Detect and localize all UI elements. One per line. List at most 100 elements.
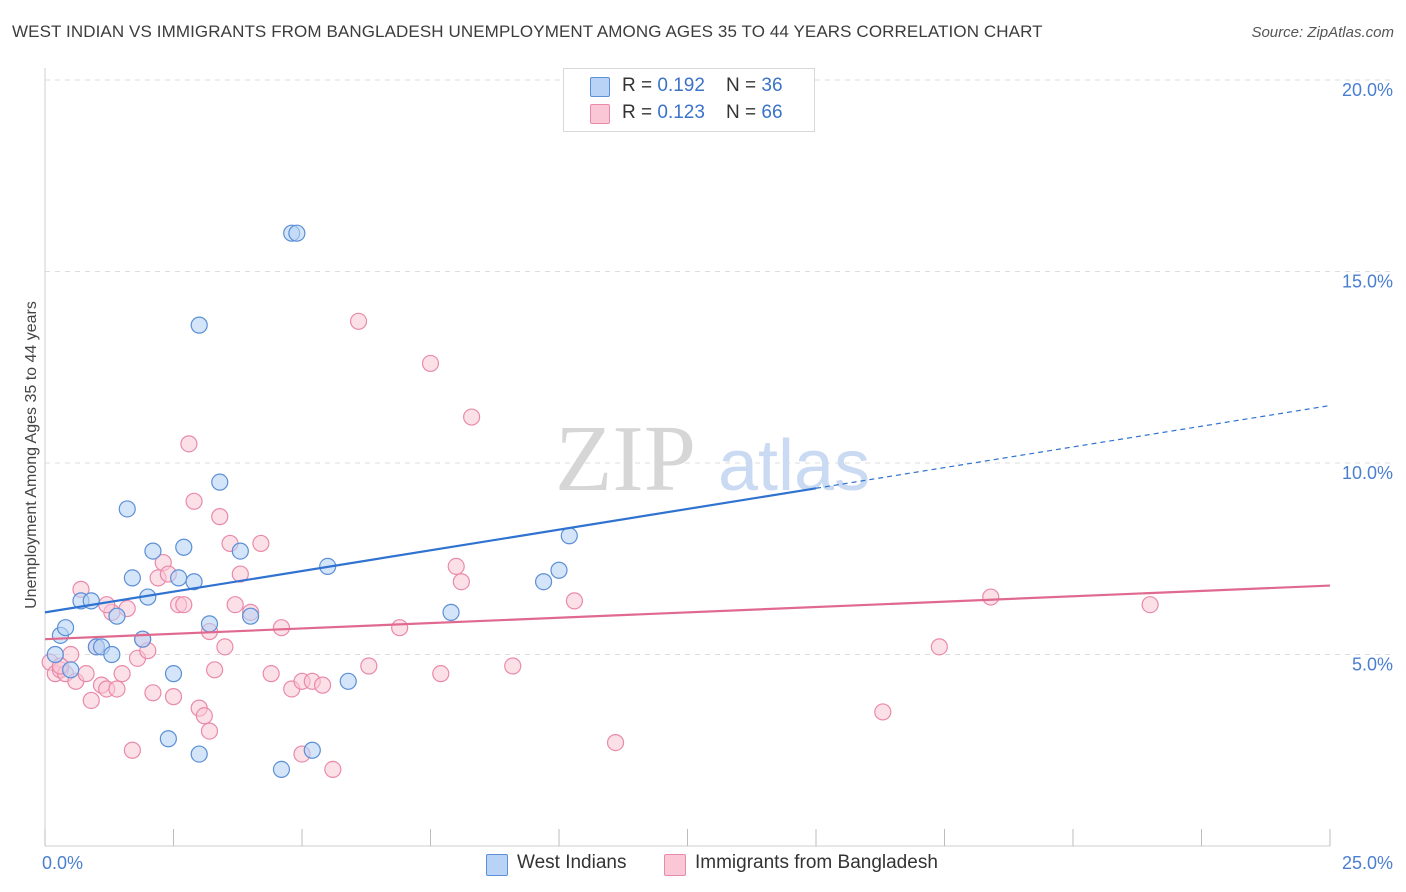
data-point-bangladesh	[262, 665, 280, 683]
data-point-west-indians	[560, 527, 578, 545]
data-point-bangladesh	[113, 665, 131, 683]
y-tick-label: 15.0%	[1342, 272, 1393, 292]
y-tick-label: 10.0%	[1342, 463, 1393, 483]
data-point-bangladesh	[175, 596, 193, 614]
bottom-legend-swatch-pink	[664, 854, 686, 876]
data-point-bangladesh	[200, 722, 219, 740]
source-note: Source: ZipAtlas.com	[1251, 24, 1394, 41]
series-west-indians-points	[46, 224, 578, 779]
data-point-bangladesh	[463, 408, 481, 426]
legend-n-label: N =	[726, 75, 762, 96]
data-point-bangladesh	[82, 691, 100, 710]
data-point-bangladesh	[123, 741, 141, 759]
data-point-bangladesh	[391, 619, 409, 637]
data-point-bangladesh	[144, 684, 162, 702]
data-point-bangladesh	[930, 638, 948, 656]
data-point-west-indians	[211, 473, 229, 491]
data-point-bangladesh	[313, 676, 332, 694]
tick-labels: 5.0% 10.0% 15.0% 20.0% 0.0% 25.0%	[42, 80, 1393, 873]
watermark: ZIP atlas	[555, 407, 870, 511]
data-point-west-indians	[118, 500, 136, 518]
data-point-bangladesh	[432, 665, 450, 683]
legend-swatch-blue	[590, 77, 610, 97]
data-point-bangladesh	[226, 596, 244, 614]
data-point-west-indians	[108, 607, 126, 625]
data-point-bangladesh	[606, 733, 625, 752]
data-point-west-indians	[123, 569, 141, 587]
bottom-legend-label: West Indians	[517, 852, 627, 873]
y-tick-label: 20.0%	[1342, 80, 1393, 100]
x-tick-label-max: 25.0%	[1342, 853, 1393, 873]
data-point-bangladesh	[360, 657, 378, 675]
watermark-zip: ZIP	[555, 407, 696, 511]
data-point-west-indians	[288, 224, 306, 242]
data-point-bangladesh	[185, 492, 203, 510]
data-point-bangladesh	[231, 565, 249, 583]
legend-n-value: 66	[761, 102, 783, 123]
data-point-west-indians	[442, 603, 460, 621]
legend-n-label: N =	[726, 102, 762, 123]
data-point-bangladesh	[324, 760, 342, 779]
data-point-bangladesh	[108, 680, 126, 698]
data-point-west-indians	[56, 619, 75, 637]
data-point-bangladesh	[447, 557, 465, 576]
data-point-west-indians	[550, 561, 568, 579]
data-point-bangladesh	[874, 703, 892, 721]
data-point-bangladesh	[206, 661, 224, 679]
correlation-legend: R = 0.192 N = 36 R = 0.123 N = 66	[563, 68, 815, 132]
axes	[44, 68, 1331, 847]
series-bangladesh-points	[41, 312, 1159, 779]
data-point-bangladesh	[252, 534, 270, 553]
bottom-legend-label: Immigrants from Bangladesh	[695, 852, 938, 873]
data-point-bangladesh	[164, 688, 183, 706]
data-point-bangladesh	[504, 657, 522, 675]
data-point-west-indians	[190, 745, 208, 763]
trend-line-west-indians-extension	[815, 404, 1331, 489]
data-point-west-indians	[175, 538, 193, 556]
trend-lines	[44, 404, 1331, 641]
chart-title: WEST INDIAN VS IMMIGRANTS FROM BANGLADES…	[12, 22, 1043, 41]
legend-r-value: 0.123	[657, 102, 705, 123]
legend-r-label: R =	[622, 102, 658, 123]
data-point-west-indians	[231, 542, 249, 560]
data-point-west-indians	[534, 573, 553, 591]
y-tick-label: 5.0%	[1352, 655, 1393, 675]
x-tick-label-min: 0.0%	[42, 853, 83, 873]
data-point-west-indians	[190, 316, 208, 334]
data-point-west-indians	[144, 542, 162, 560]
data-point-bangladesh	[77, 665, 95, 683]
data-point-bangladesh	[211, 508, 229, 526]
data-point-west-indians	[272, 760, 291, 779]
data-point-west-indians	[134, 630, 152, 648]
data-point-west-indians	[242, 607, 260, 625]
data-point-west-indians	[103, 645, 121, 664]
watermark-atlas: atlas	[718, 426, 870, 506]
data-point-west-indians	[159, 730, 177, 748]
data-point-west-indians	[339, 672, 357, 690]
legend-swatch-pink	[590, 104, 610, 124]
legend-n-value: 36	[761, 75, 783, 96]
data-point-west-indians	[62, 661, 80, 679]
gridlines	[45, 79, 1392, 655]
data-point-west-indians	[303, 741, 321, 759]
legend-r-value: 0.192	[657, 75, 705, 96]
data-point-west-indians	[164, 665, 183, 683]
trend-line-bangladesh	[44, 584, 1331, 641]
data-point-bangladesh	[982, 588, 1000, 606]
data-point-bangladesh	[180, 435, 198, 453]
data-point-bangladesh	[421, 354, 440, 373]
legend-r-label: R =	[622, 75, 658, 96]
data-point-bangladesh	[349, 312, 368, 330]
data-point-west-indians	[46, 645, 64, 664]
data-point-bangladesh	[272, 619, 291, 637]
data-point-bangladesh	[1141, 596, 1159, 614]
bottom-legend-swatch-blue	[486, 854, 508, 876]
data-point-west-indians	[200, 615, 219, 633]
trend-line-west-indians	[44, 487, 817, 614]
data-point-bangladesh	[565, 592, 584, 610]
data-point-west-indians	[170, 569, 188, 587]
data-point-bangladesh	[216, 638, 234, 656]
data-point-west-indians	[185, 573, 203, 591]
data-point-bangladesh	[452, 573, 470, 591]
